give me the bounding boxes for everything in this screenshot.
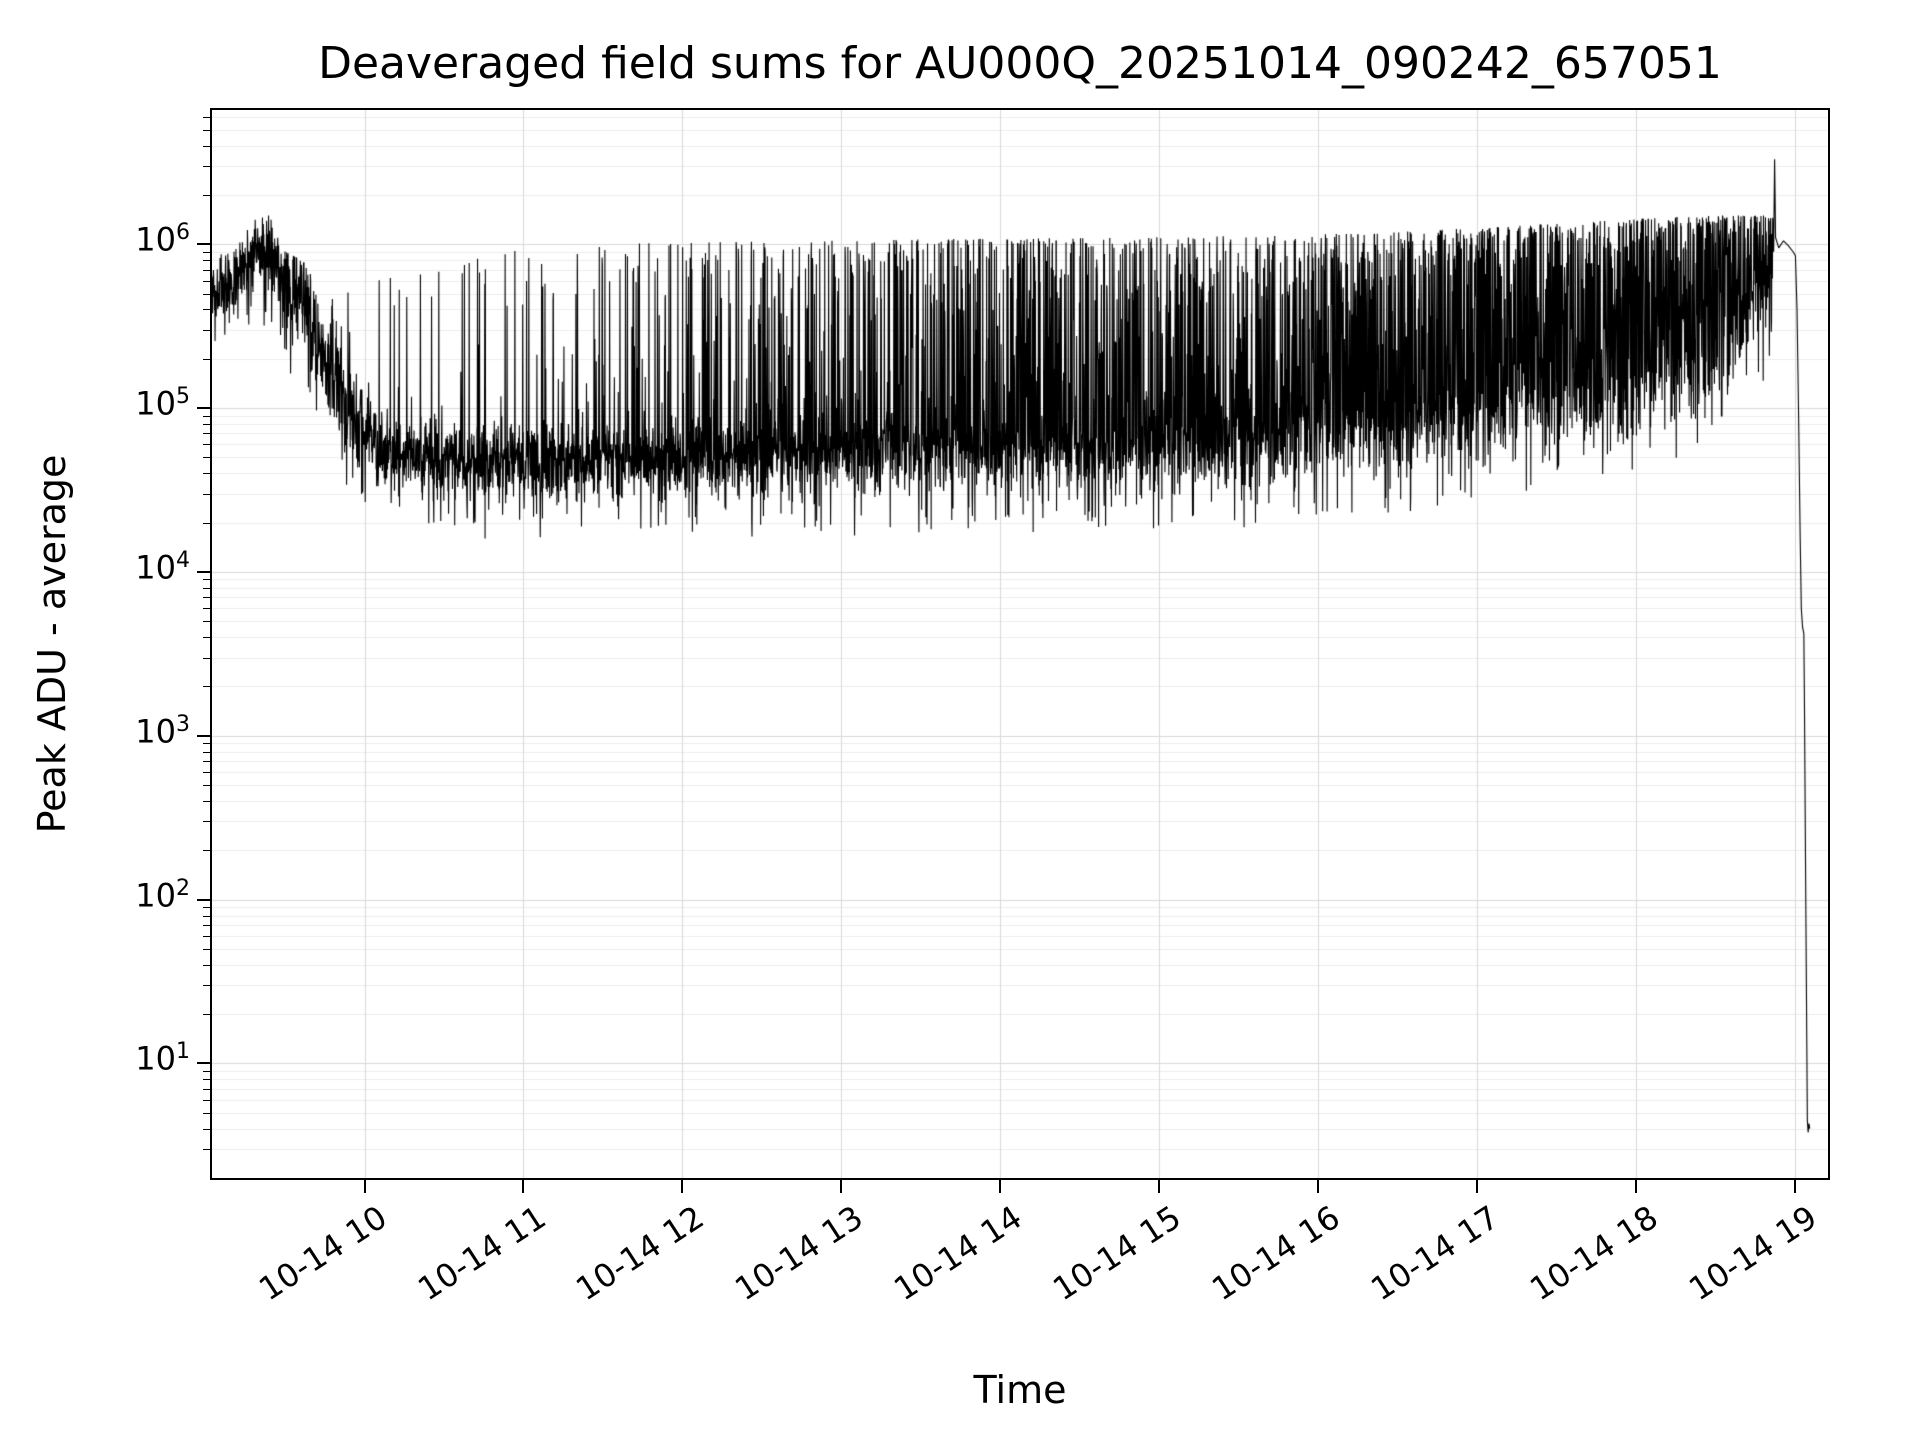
- x-tick-mark: [999, 1180, 1002, 1193]
- y-minor-tick-mark: [203, 1128, 210, 1130]
- y-minor-tick-mark: [203, 116, 210, 118]
- y-minor-tick-mark: [203, 129, 210, 131]
- y-minor-tick-mark: [203, 1079, 210, 1081]
- y-minor-tick-mark: [203, 358, 210, 360]
- y-minor-tick-mark: [203, 329, 210, 331]
- chart-title: Deaveraged field sums for AU000Q_2025101…: [318, 38, 1722, 89]
- x-tick-label: 10-14 14: [887, 1198, 1029, 1309]
- y-tick-mark: [197, 898, 210, 901]
- x-tick-mark: [363, 1180, 366, 1193]
- y-minor-tick-mark: [203, 915, 210, 917]
- y-minor-tick-mark: [203, 948, 210, 950]
- x-tick-mark: [1475, 1180, 1478, 1193]
- y-minor-tick-mark: [203, 637, 210, 639]
- y-minor-tick-mark: [203, 621, 210, 623]
- y-minor-tick-mark: [203, 964, 210, 966]
- y-minor-tick-mark: [203, 751, 210, 753]
- y-minor-tick-mark: [203, 293, 210, 295]
- y-minor-tick-mark: [203, 850, 210, 852]
- x-tick-label: 10-14 17: [1364, 1198, 1506, 1309]
- x-tick-mark: [1316, 1180, 1319, 1193]
- y-minor-tick-mark: [203, 260, 210, 262]
- x-tick-label: 10-14 10: [251, 1198, 394, 1309]
- y-tick-mark: [197, 243, 210, 246]
- x-tick-label: 10-14 18: [1523, 1198, 1665, 1309]
- y-minor-tick-mark: [203, 772, 210, 774]
- y-minor-tick-mark: [203, 433, 210, 435]
- y-minor-tick-mark: [203, 1014, 210, 1016]
- y-minor-tick-mark: [203, 194, 210, 196]
- y-tick-label: 103: [135, 711, 190, 751]
- y-minor-tick-mark: [203, 587, 210, 589]
- y-minor-tick-mark: [203, 761, 210, 763]
- y-minor-tick-mark: [203, 1099, 210, 1101]
- x-tick-label: 10-14 13: [728, 1198, 870, 1309]
- y-minor-tick-mark: [203, 280, 210, 282]
- y-minor-tick-mark: [203, 473, 210, 475]
- y-minor-tick-mark: [203, 1070, 210, 1072]
- y-minor-tick-mark: [203, 1088, 210, 1090]
- x-tick-mark: [522, 1180, 525, 1193]
- y-minor-tick-mark: [203, 597, 210, 599]
- x-tick-label: 10-14 16: [1205, 1198, 1347, 1309]
- y-tick-mark: [197, 570, 210, 573]
- y-minor-tick-mark: [203, 657, 210, 659]
- y-tick-mark: [197, 407, 210, 410]
- y-tick-mark: [197, 734, 210, 737]
- x-tick-mark: [1634, 1180, 1637, 1193]
- y-minor-tick-mark: [203, 800, 210, 802]
- y-minor-tick-mark: [203, 415, 210, 417]
- y-minor-tick-mark: [203, 985, 210, 987]
- y-minor-tick-mark: [203, 522, 210, 524]
- y-minor-tick-mark: [203, 444, 210, 446]
- y-tick-label: 101: [135, 1039, 190, 1079]
- y-minor-tick-mark: [203, 907, 210, 909]
- y-minor-tick-mark: [203, 743, 210, 745]
- y-minor-tick-mark: [203, 493, 210, 495]
- x-axis-label: Time: [973, 1368, 1067, 1412]
- y-minor-tick-mark: [203, 821, 210, 823]
- y-minor-tick-mark: [203, 579, 210, 581]
- y-minor-tick-mark: [203, 309, 210, 311]
- y-minor-tick-mark: [203, 166, 210, 168]
- y-tick-mark: [197, 1062, 210, 1065]
- x-tick-label: 10-14 19: [1681, 1198, 1824, 1309]
- x-tick-label: 10-14 11: [410, 1198, 553, 1309]
- x-tick-mark: [840, 1180, 843, 1193]
- y-minor-tick-mark: [203, 785, 210, 787]
- y-minor-tick-mark: [203, 457, 210, 459]
- y-axis-label: Peak ADU - average: [30, 454, 74, 834]
- y-minor-tick-mark: [203, 686, 210, 688]
- y-minor-tick-mark: [203, 1112, 210, 1114]
- y-tick-label: 102: [135, 875, 190, 915]
- y-tick-label: 104: [135, 547, 190, 587]
- y-minor-tick-mark: [203, 145, 210, 147]
- x-tick-mark: [1793, 1180, 1796, 1193]
- y-minor-tick-mark: [203, 608, 210, 610]
- y-minor-tick-mark: [203, 925, 210, 927]
- y-minor-tick-mark: [203, 423, 210, 425]
- x-tick-mark: [1158, 1180, 1161, 1193]
- x-tick-label: 10-14 15: [1046, 1198, 1188, 1309]
- y-minor-tick-mark: [203, 269, 210, 271]
- y-minor-tick-mark: [203, 251, 210, 253]
- x-tick-mark: [681, 1180, 684, 1193]
- y-tick-label: 106: [135, 220, 190, 259]
- x-tick-label: 10-14 12: [569, 1198, 712, 1309]
- plot-area: [210, 108, 1830, 1180]
- y-minor-tick-mark: [203, 1149, 210, 1151]
- y-tick-label: 105: [135, 384, 190, 423]
- y-minor-tick-mark: [203, 935, 210, 937]
- series-canvas: [212, 110, 1828, 1178]
